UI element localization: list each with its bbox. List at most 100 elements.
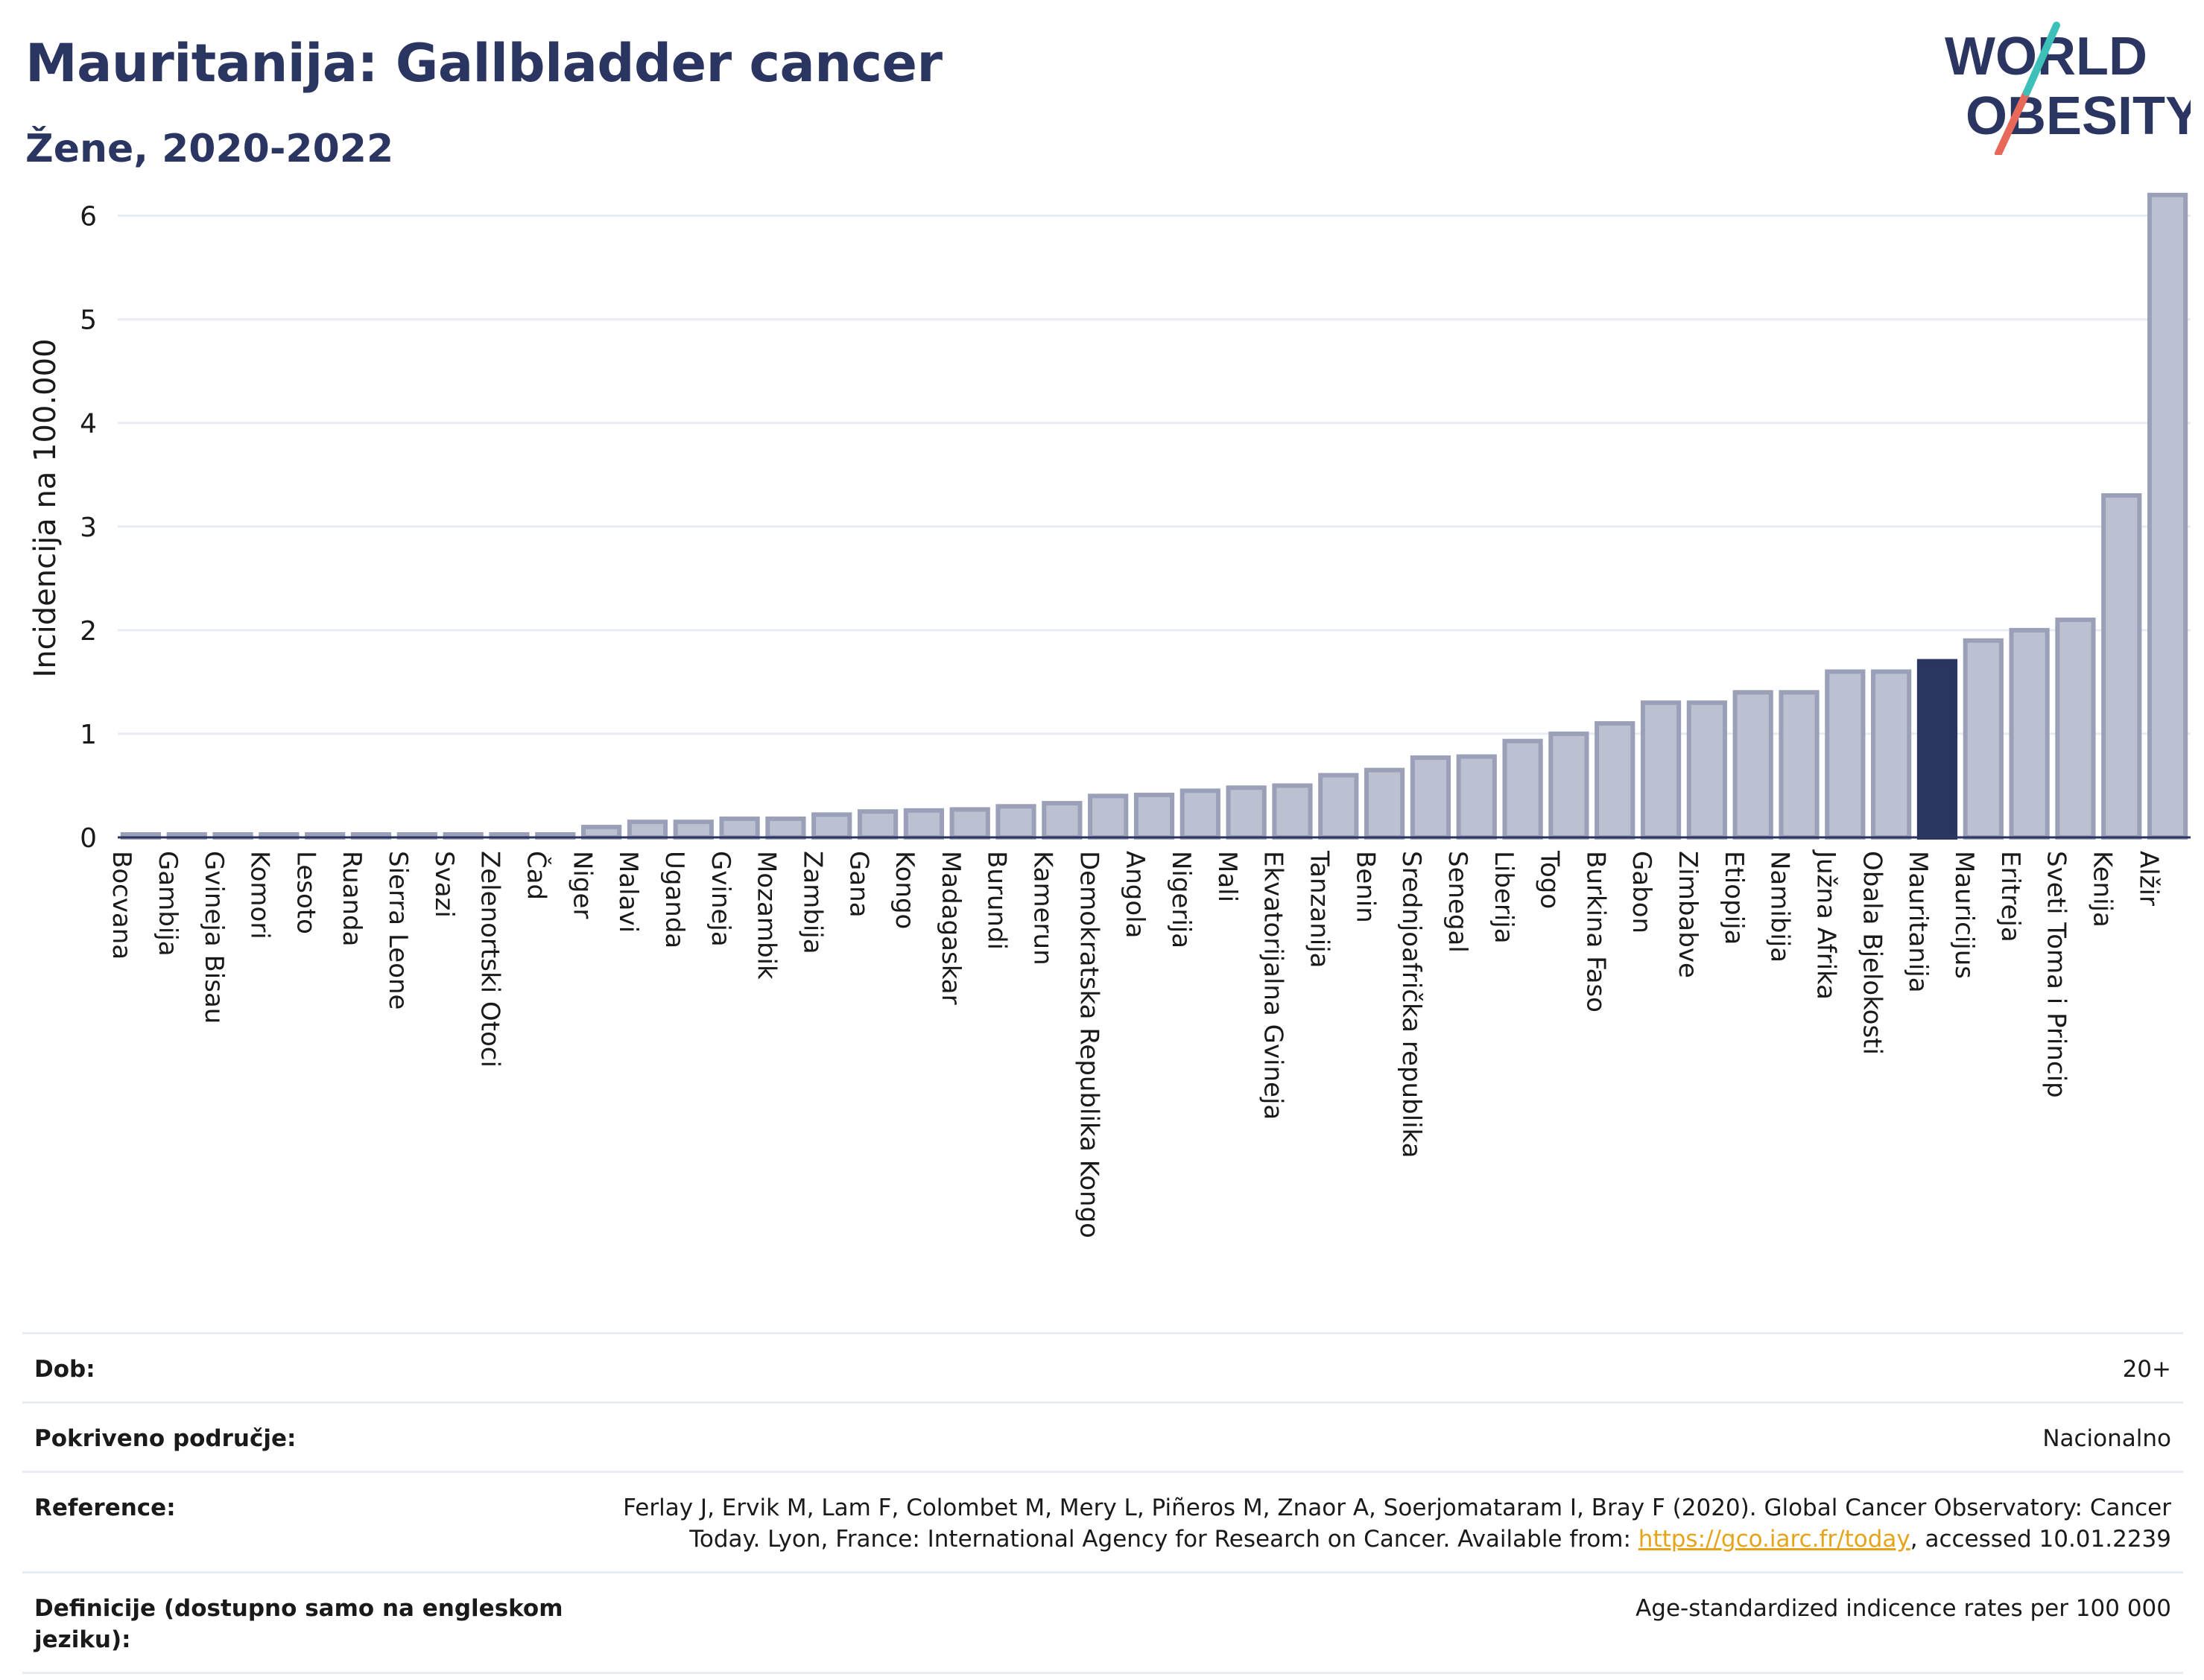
y-tick-label: 3 xyxy=(80,513,97,543)
x-tick-label: Bocvana xyxy=(107,851,136,960)
x-tick-label: Burkina Faso xyxy=(1580,851,1610,1012)
x-tick-label: Sveti Toma i Princip xyxy=(2042,851,2071,1098)
bar-madagaskar[interactable] xyxy=(949,807,990,840)
logo-slash-bottom xyxy=(1995,89,2030,155)
x-tick-label: Gana xyxy=(843,851,873,918)
x-tick-label: Južna Afrika xyxy=(1811,849,1841,1000)
meta-label-definitions: Definicije (dostupno samo na engleskom j… xyxy=(34,1595,563,1653)
x-tick-label: Mali xyxy=(1212,851,1242,902)
x-tick-label: Kenija xyxy=(2087,851,2117,928)
bar-eritreja[interactable] xyxy=(2009,627,2050,840)
x-tick-label: Namibija xyxy=(1765,851,1795,963)
reference-link[interactable]: https://gco.iarc.fr/today xyxy=(1638,1526,1910,1553)
x-tick-label: Niger xyxy=(567,851,597,919)
x-tick-label: Mauritanija xyxy=(1903,851,1933,993)
bar-chart: 0 1 2 3 4 5 6 Bocvana Gambija Gvineja Bisau Komor… xyxy=(28,192,2191,1238)
bar-sveti-toma-i-princip[interactable] xyxy=(2055,617,2096,840)
bar-angola[interactable] xyxy=(1133,792,1175,840)
bar-zimbabve[interactable] xyxy=(1686,700,1727,840)
bar-nigerija[interactable] xyxy=(1179,788,1220,840)
x-tick-label: Eritreja xyxy=(1995,851,2025,942)
x-tick-label: Svazi xyxy=(429,851,459,918)
meta-label-age: Dob: xyxy=(34,1356,95,1383)
y-tick-label: 0 xyxy=(80,823,97,854)
bar-mozambik[interactable] xyxy=(765,816,806,840)
y-axis-ticks: 0 1 2 3 4 5 6 xyxy=(80,202,97,854)
x-tick-label: Mauricijus xyxy=(1949,851,1979,979)
y-axis-label: Incidencija na 100.000 xyxy=(28,338,63,677)
meta-value-reference: Ferlay J, Ervik M, Lam F, Colombet M, Me… xyxy=(583,1472,2183,1573)
bar-etiopija[interactable] xyxy=(1732,690,1773,840)
bar-gabon[interactable] xyxy=(1640,700,1682,840)
bar-burkina-faso[interactable] xyxy=(1595,721,1635,840)
bar-togo[interactable] xyxy=(1548,731,1589,840)
x-tick-label: Lesoto xyxy=(291,851,320,934)
bar-gvineja[interactable] xyxy=(719,816,760,840)
meta-label-coverage: Pokriveno područje: xyxy=(34,1425,297,1452)
x-tick-label: Togo xyxy=(1535,850,1565,909)
x-tick-label: Kongo xyxy=(890,851,919,929)
x-tick-label: Madagaskar xyxy=(936,851,966,1005)
x-tick-label: Tanzanija xyxy=(1304,850,1334,968)
x-tick-label: Nigerija xyxy=(1166,851,1196,948)
y-tick-label: 4 xyxy=(80,409,97,440)
bar-mauritanija[interactable] xyxy=(1916,659,1958,840)
x-tick-label: Sierra Leone xyxy=(383,851,413,1009)
x-tick-label: Gvineja Bisau xyxy=(199,851,229,1024)
bar-gana[interactable] xyxy=(857,809,899,840)
bar-niger[interactable] xyxy=(581,825,622,840)
bar-kamerun[interactable] xyxy=(1042,801,1083,840)
x-tick-label: Čad xyxy=(522,851,552,900)
bar-kenija[interactable] xyxy=(2101,493,2142,840)
meta-row-age: Dob: 20+ xyxy=(22,1333,2183,1403)
bar-srednjoafrička-republika[interactable] xyxy=(1410,755,1451,840)
x-tick-label: Komori xyxy=(245,851,275,939)
bar-ekvatorijalna-gvineja[interactable] xyxy=(1272,783,1313,840)
x-tick-label: Gabon xyxy=(1627,851,1656,933)
x-tick-label: Zambija xyxy=(797,851,827,954)
x-tick-label: Ekvatorijalna Gvineja xyxy=(1258,851,1288,1120)
bar-obala-bjelokosti[interactable] xyxy=(1871,669,1912,840)
x-tick-label: Mozambik xyxy=(752,851,782,980)
reference-text: Ferlay J, Ervik M, Lam F, Colombet M, Me… xyxy=(623,1494,2171,1553)
bar-zambija[interactable] xyxy=(811,812,852,840)
bar-liberija[interactable] xyxy=(1502,738,1543,840)
bar-alžir[interactable] xyxy=(2147,192,2188,840)
bar-burundi[interactable] xyxy=(995,804,1036,840)
bar-mauricijus[interactable] xyxy=(1963,638,2004,840)
meta-row-coverage: Pokriveno područje: Nacionalno xyxy=(22,1402,2183,1472)
reference-accessed: , accessed 10.01.2239 xyxy=(1910,1526,2171,1553)
meta-value-definitions: Age-standardized indicence rates per 100… xyxy=(1635,1595,2171,1622)
x-tick-label: Srednjoafrička republika xyxy=(1396,851,1426,1158)
y-tick-label: 1 xyxy=(80,720,97,750)
bar-tanzanija[interactable] xyxy=(1318,773,1359,840)
bar-namibija[interactable] xyxy=(1779,690,1820,840)
x-tick-label: Gambija xyxy=(153,851,183,957)
x-tick-label: Kamerun xyxy=(1028,851,1058,966)
world-obesity-logo: WORLD OBESITY xyxy=(1945,22,2191,155)
chart-title: Mauritanija: Gallbladder cancer xyxy=(25,33,943,94)
bars xyxy=(120,192,2188,840)
x-tick-label: Angola xyxy=(1120,851,1150,938)
x-tick-label: Zelenortski Otoci xyxy=(475,851,505,1068)
meta-value-age: 20+ xyxy=(2122,1356,2171,1383)
bar-uganda[interactable] xyxy=(673,820,714,840)
bar-benin[interactable] xyxy=(1364,767,1405,840)
x-tick-label: Demokratska Republika Kongo xyxy=(1074,851,1103,1238)
x-tick-label: Malavi xyxy=(613,851,643,933)
y-tick-label: 2 xyxy=(80,616,97,647)
bar-kongo[interactable] xyxy=(903,808,944,840)
y-tick-label: 5 xyxy=(80,305,97,336)
bar-mali[interactable] xyxy=(1226,785,1267,840)
x-tick-label: Ruanda xyxy=(337,851,367,946)
meta-row-definitions: Definicije (dostupno samo na engleskom j… xyxy=(22,1572,2183,1673)
meta-row-reference: Reference: Ferlay J, Ervik M, Lam F, Col… xyxy=(22,1471,2183,1573)
bar-senegal[interactable] xyxy=(1456,754,1497,840)
x-tick-label: Senegal xyxy=(1443,851,1472,953)
x-tick-label: Benin xyxy=(1350,851,1380,923)
x-tick-label: Etiopija xyxy=(1719,851,1749,945)
bar-južna-afrika[interactable] xyxy=(1825,669,1866,840)
bar-demokratska-republika-kongo[interactable] xyxy=(1088,793,1129,840)
x-tick-label: Gvineja xyxy=(706,851,735,947)
bar-malavi[interactable] xyxy=(627,820,668,840)
